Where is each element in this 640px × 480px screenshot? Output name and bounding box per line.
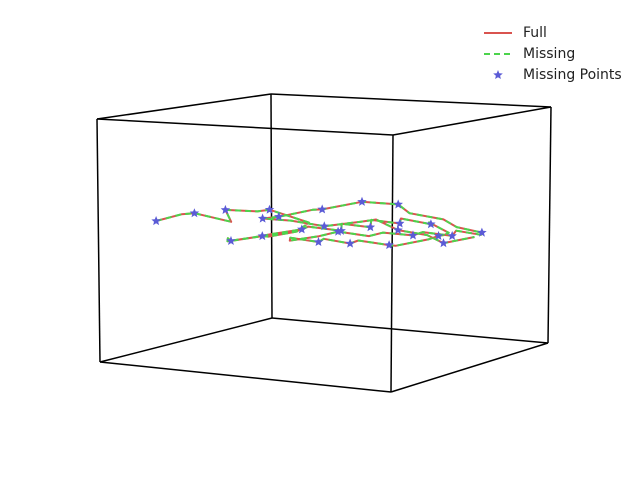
box-edge-front-bottom — [99, 361, 392, 393]
box-edge-left-top — [96, 93, 272, 120]
missing-point-marker — [257, 213, 268, 223]
box-edge-back-top — [270, 93, 552, 108]
series-missing — [155, 200, 483, 247]
legend-item-missing-points: Missing Points — [478, 64, 622, 85]
legend-swatch-missing — [484, 52, 512, 55]
series-missing-points — [151, 196, 487, 250]
legend-item-full: Full — [478, 22, 622, 43]
box-edge-left-bottom — [99, 317, 273, 363]
missing-point-marker — [384, 240, 394, 250]
missing-point-marker — [151, 216, 161, 226]
missing-point-marker — [345, 238, 355, 248]
missing-point-marker — [395, 218, 405, 228]
legend: Full Missing Missing Points — [478, 22, 622, 85]
missing-point-marker — [264, 204, 275, 214]
missing-point-marker — [257, 231, 268, 241]
legend-swatch-full — [484, 31, 512, 34]
legend-item-missing: Missing — [478, 43, 622, 64]
box-edge-vertical-front-left — [96, 118, 101, 363]
missing-point-marker — [438, 238, 449, 248]
box-edge-back-bottom — [271, 317, 549, 344]
box-edge-front-top — [96, 118, 394, 136]
missing-point-marker — [393, 225, 403, 235]
missing-point-marker — [297, 224, 307, 234]
missing-point-marker — [313, 237, 324, 246]
missing-point-marker — [357, 196, 367, 206]
legend-label-missing-points: Missing Points — [523, 66, 622, 83]
box-edge-vertical-back-right — [547, 106, 552, 344]
missing-point-marker — [319, 221, 330, 231]
missing-point-marker — [220, 204, 231, 214]
series-line-missing — [155, 200, 483, 247]
missing-point-marker — [317, 204, 327, 214]
bounding-box — [96, 93, 552, 393]
missing-point-marker — [447, 230, 457, 240]
missing-point-marker — [433, 230, 444, 240]
missing-point-marker — [226, 235, 236, 245]
legend-label-full: Full — [523, 24, 547, 41]
legend-label-missing: Missing — [523, 45, 576, 62]
missing-point-marker — [365, 222, 376, 232]
box-edge-right-top — [392, 106, 552, 136]
missing-point-marker — [189, 208, 200, 218]
box-edge-vertical-front-right — [390, 134, 394, 393]
missing-point-marker — [274, 211, 284, 221]
missing-point-marker — [426, 219, 436, 229]
missing-point-marker — [393, 199, 403, 209]
missing-point-marker — [408, 230, 418, 240]
missing-point-marker — [333, 226, 343, 236]
box-edge-right-bottom — [390, 342, 549, 393]
box-edge-vertical-back-left — [270, 93, 273, 319]
missing-point-marker — [477, 227, 487, 237]
legend-swatch-missing-points — [493, 69, 503, 79]
